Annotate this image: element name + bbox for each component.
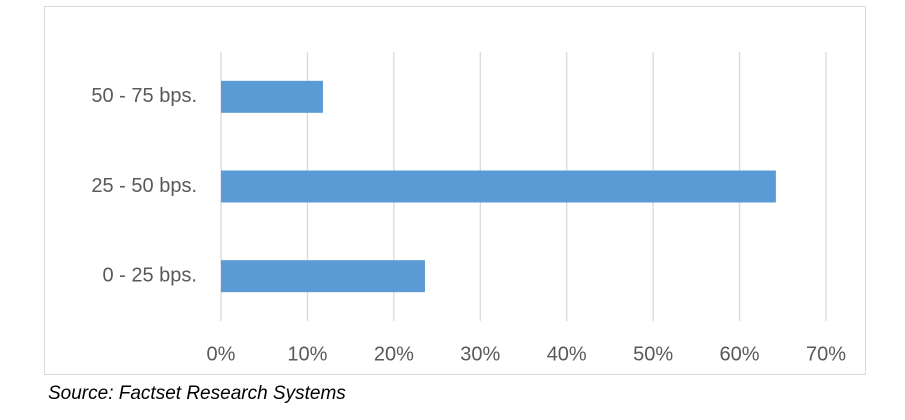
x-tick-label: 0%	[207, 343, 236, 365]
bar	[221, 260, 425, 293]
bar	[221, 170, 776, 203]
x-tick-label: 60%	[720, 343, 760, 365]
x-tick-label: 30%	[460, 343, 500, 365]
y-tick-label: 50 - 75 bps.	[91, 85, 197, 107]
source-note: Source: Factset Research Systems	[48, 383, 346, 404]
x-tick-label: 50%	[633, 343, 673, 365]
x-tick-label: 20%	[374, 343, 414, 365]
y-tick-label: 0 - 25 bps.	[102, 264, 197, 286]
x-tick-label: 70%	[806, 343, 846, 365]
x-tick-label: 10%	[287, 343, 327, 365]
x-tick-label: 40%	[547, 343, 587, 365]
y-tick-label: 25 - 50 bps.	[91, 175, 197, 197]
bar	[221, 80, 323, 113]
